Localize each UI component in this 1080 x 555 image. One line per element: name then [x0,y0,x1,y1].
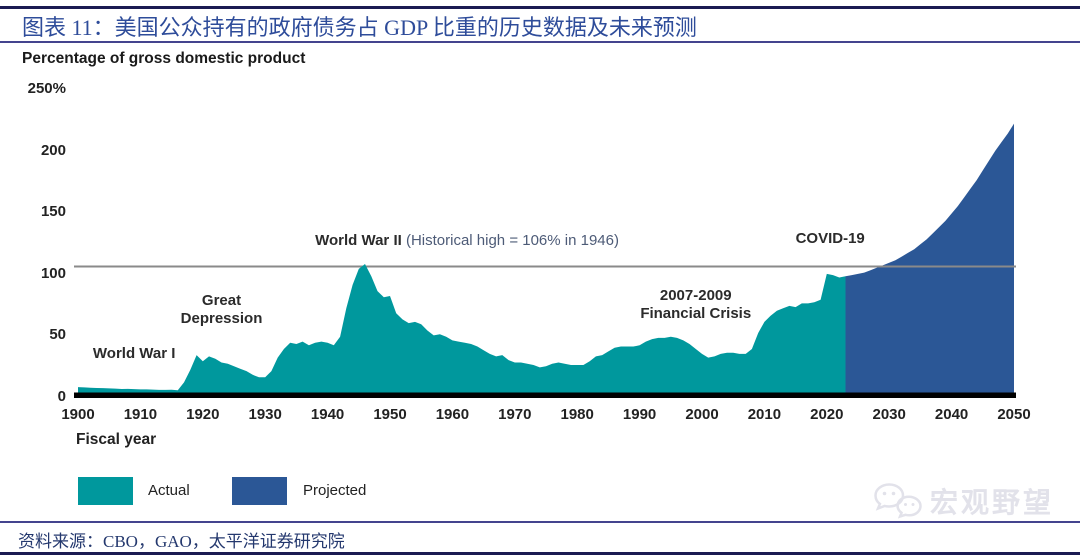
x-tick-1910: 1910 [123,406,158,423]
x-tick-2040: 2040 [934,406,969,423]
x-tick-1900: 1900 [61,406,95,423]
legend-label-projected: Projected [303,482,367,499]
annotation-world-war-ii: World War II (Historical high = 106% in … [315,231,619,249]
y-tick-150: 150 [40,203,66,221]
x-tick-1950: 1950 [373,406,407,423]
legend-label-actual: Actual [148,482,190,499]
bottom-rule [0,552,1080,555]
x-tick-1990: 1990 [622,406,657,423]
legend-swatch-actual [78,477,133,505]
x-tick-2010: 2010 [747,406,782,423]
watermark: 宏观野望 [872,481,1054,521]
x-tick-1980: 1980 [560,406,594,423]
x-tick-2030: 2030 [872,406,906,423]
x-tick-1970: 1970 [498,406,532,423]
top-rule [0,6,1080,9]
source-rule [0,521,1080,523]
projected-area [845,123,1014,397]
x-tick-2050: 2050 [997,406,1031,423]
plot-area [74,123,1016,398]
annotation-great: Great Depression [180,291,263,327]
x-tick-2020: 2020 [810,406,844,423]
annotation-2007-2009: 2007-2009 Financial Crisis [640,286,752,322]
x-tick-2000: 2000 [685,406,719,423]
annotation-covid-19: COVID-19 [795,230,865,248]
legend-swatch-projected [232,477,287,505]
chart-subtitle: Percentage of gross domestic product [22,50,306,67]
title-underline-rule [0,41,1080,43]
x-axis-title: Fiscal year [76,431,157,448]
source-line: 资料来源：CBO，GAO，太平洋证券研究院 [18,532,345,551]
y-tick-0: 0 [57,388,66,405]
annotation-note: (Historical high = 106% in 1946) [401,231,619,249]
x-tick-1930: 1930 [248,406,282,423]
y-tick-100: 100 [40,264,66,282]
watermark-text: 宏观野望 [930,488,1055,519]
actual-area [78,264,846,397]
x-axis-line [74,392,1016,398]
x-tick-1960: 1960 [435,406,470,423]
x-tick-1920: 1920 [186,406,220,423]
y-tick-200: 200 [40,141,66,159]
annotation-world-war-i: World War I [92,344,176,362]
y-tick-250: 250% [27,80,66,98]
figure-title: 图表 11：美国公众持有的政府债务占 GDP 比重的历史数据及未来预测 [22,15,697,40]
x-tick-1940: 1940 [310,406,345,423]
wechat-icon [874,483,922,519]
y-tick-50: 50 [49,326,66,344]
